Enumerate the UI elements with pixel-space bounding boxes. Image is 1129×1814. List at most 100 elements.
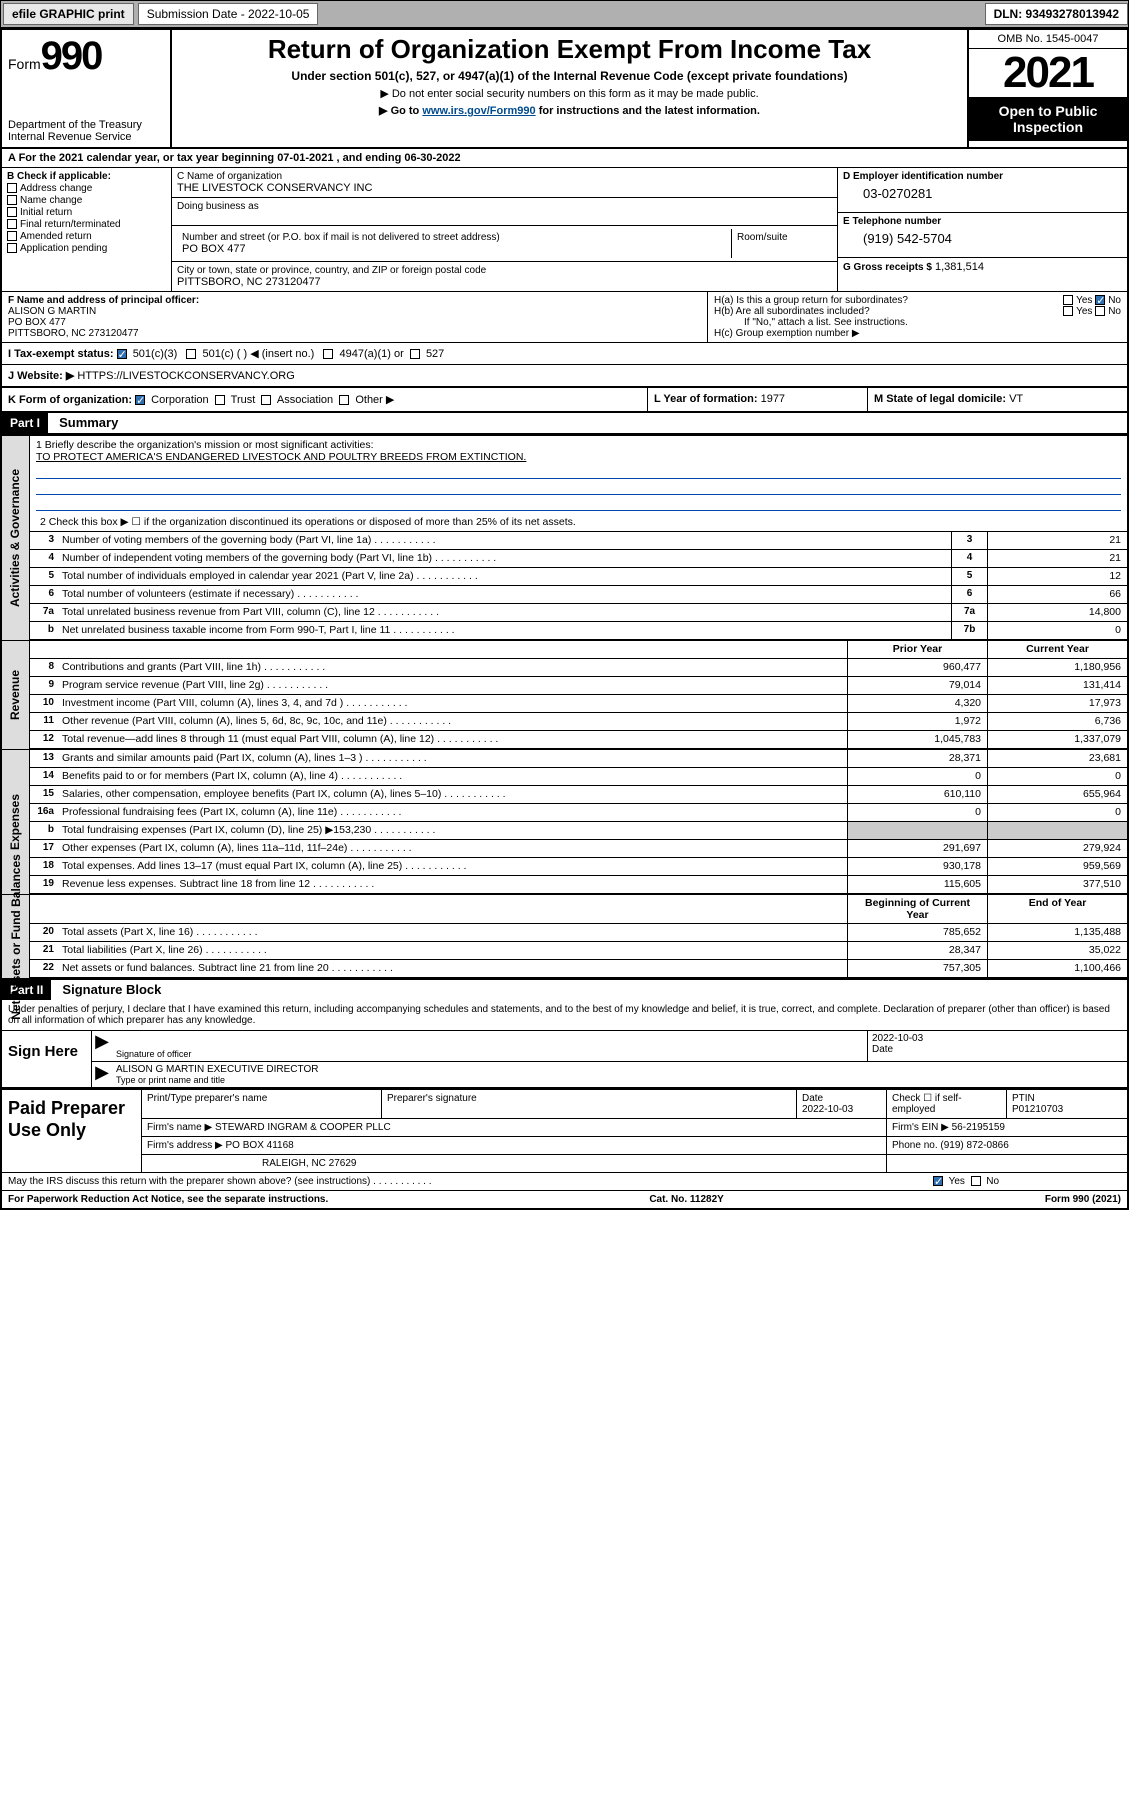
open-to-public: Open to Public Inspection	[969, 97, 1127, 141]
chk-4947[interactable]	[323, 349, 333, 359]
arrow-icon: ▶	[92, 1062, 112, 1087]
chk-other[interactable]	[339, 395, 349, 405]
table-row: 21Total liabilities (Part X, line 26)28,…	[30, 942, 1127, 960]
table-row: 6Total number of volunteers (estimate if…	[30, 586, 1127, 604]
org-name-label: C Name of organization	[177, 171, 832, 182]
street-label: Number and street (or P.O. box if mail i…	[182, 232, 726, 243]
discuss-with-preparer: May the IRS discuss this return with the…	[2, 1172, 1127, 1190]
city-label: City or town, state or province, country…	[177, 265, 832, 276]
chk-501c[interactable]	[186, 349, 196, 359]
table-row: 4Number of independent voting members of…	[30, 550, 1127, 568]
gross-receipts-label: G Gross receipts $	[843, 262, 932, 273]
table-row: 13Grants and similar amounts paid (Part …	[30, 750, 1127, 768]
table-row: 22Net assets or fund balances. Subtract …	[30, 960, 1127, 978]
submission-date: Submission Date - 2022-10-05	[138, 3, 319, 25]
chk-discuss-yes[interactable]	[933, 1176, 943, 1186]
part-2-header: Part II Signature Block	[2, 978, 1127, 1000]
sign-here-label: Sign Here	[2, 1031, 92, 1087]
arrow-icon: ▶	[92, 1031, 112, 1061]
table-row: 10Investment income (Part VIII, column (…	[30, 695, 1127, 713]
col-b-title: B Check if applicable:	[7, 171, 166, 182]
section-b-to-g: B Check if applicable: Address change Na…	[2, 168, 1127, 292]
chk-527[interactable]	[410, 349, 420, 359]
form-id-block: Form990 Department of the Treasury Inter…	[2, 30, 172, 147]
table-row: 20Total assets (Part X, line 16)785,6521…	[30, 924, 1127, 942]
revenue-section: Revenue Prior Year Current Year 8Contrib…	[2, 640, 1127, 749]
line-a-tax-year: A For the 2021 calendar year, or tax yea…	[2, 149, 1127, 168]
chk-initial-return[interactable]: Initial return	[7, 207, 166, 218]
table-row: 18Total expenses. Add lines 13–17 (must …	[30, 858, 1127, 876]
gross-receipts-value: 1,381,514	[935, 261, 984, 273]
table-row: 7aTotal unrelated business revenue from …	[30, 604, 1127, 622]
chk-amended-return[interactable]: Amended return	[7, 231, 166, 242]
table-row: 16aProfessional fundraising fees (Part I…	[30, 804, 1127, 822]
table-row: bNet unrelated business taxable income f…	[30, 622, 1127, 640]
signature-declaration: Under penalties of perjury, I declare th…	[2, 1000, 1127, 1031]
form-title-block: Return of Organization Exempt From Incom…	[172, 30, 967, 147]
chk-final-return[interactable]: Final return/terminated	[7, 219, 166, 230]
principal-officer: F Name and address of principal officer:…	[2, 292, 707, 342]
vlabel-netassets: Net Assets or Fund Balances	[2, 895, 30, 978]
chk-name-change[interactable]: Name change	[7, 195, 166, 206]
preparer-row-1: Print/Type preparer's name Preparer's si…	[142, 1090, 1127, 1119]
form-subtitle: Under section 501(c), 527, or 4947(a)(1)…	[180, 69, 959, 83]
table-row: 5Total number of individuals employed in…	[30, 568, 1127, 586]
col-b-checkboxes: B Check if applicable: Address change Na…	[2, 168, 172, 291]
form-number: 990	[41, 34, 102, 78]
chk-corporation[interactable]	[135, 395, 145, 405]
form-of-org: K Form of organization: Corporation Trus…	[2, 388, 647, 411]
table-row: 11Other revenue (Part VIII, column (A), …	[30, 713, 1127, 731]
form-header: Form990 Department of the Treasury Inter…	[2, 30, 1127, 149]
table-row: 3Number of voting members of the governi…	[30, 532, 1127, 550]
year-block: OMB No. 1545-0047 2021 Open to Public In…	[967, 30, 1127, 147]
efile-print-button[interactable]: efile GRAPHIC print	[3, 3, 134, 25]
officer-signature-field[interactable]: Signature of officer	[112, 1031, 867, 1061]
row-k-l-m: K Form of organization: Corporation Trus…	[2, 388, 1127, 413]
chk-association[interactable]	[261, 395, 271, 405]
preparer-row-2: Firm's name ▶ STEWARD INGRAM & COOPER PL…	[142, 1119, 1127, 1137]
top-toolbar: efile GRAPHIC print Submission Date - 20…	[0, 0, 1129, 28]
chk-trust[interactable]	[215, 395, 225, 405]
city-state-zip: PITTSBORO, NC 273120477	[177, 276, 832, 288]
preparer-row-3: Firm's address ▶ PO BOX 41168 Phone no. …	[142, 1137, 1127, 1155]
ein-label: D Employer identification number	[843, 171, 1122, 182]
irs-label: Internal Revenue Service	[8, 131, 164, 143]
group-return-block: H(a) Is this a group return for subordin…	[707, 292, 1127, 342]
officer-name-field: ALISON G MARTIN EXECUTIVE DIRECTOR Type …	[112, 1062, 1127, 1087]
table-row: 8Contributions and grants (Part VIII, li…	[30, 659, 1127, 677]
paid-preparer-block: Paid Preparer Use Only Print/Type prepar…	[2, 1088, 1127, 1172]
dln-label: DLN: 93493278013942	[985, 3, 1128, 25]
irs-link[interactable]: www.irs.gov/Form990	[422, 105, 535, 117]
table-row: 15Salaries, other compensation, employee…	[30, 786, 1127, 804]
form-label: Form	[8, 56, 41, 72]
chk-address-change[interactable]: Address change	[7, 183, 166, 194]
part-1-header: Part I Summary	[2, 413, 1127, 434]
table-row: 12Total revenue—add lines 8 through 11 (…	[30, 731, 1127, 749]
org-name: THE LIVESTOCK CONSERVANCY INC	[177, 182, 832, 194]
telephone-value: (919) 542-5704	[843, 227, 1122, 254]
chk-application-pending[interactable]: Application pending	[7, 243, 166, 254]
col-d-to-g: D Employer identification number 03-0270…	[837, 168, 1127, 291]
mission-text: TO PROTECT AMERICA'S ENDANGERED LIVESTOC…	[36, 451, 1121, 463]
sign-here-block: Sign Here ▶ Signature of officer 2022-10…	[2, 1031, 1127, 1088]
website-url: HTTPS://LIVESTOCKCONSERVANCY.ORG	[77, 370, 294, 382]
vlabel-revenue: Revenue	[2, 641, 30, 749]
dba-label: Doing business as	[177, 201, 832, 212]
table-row: 9Program service revenue (Part VIII, lin…	[30, 677, 1127, 695]
website-row: J Website: ▶ HTTPS://LIVESTOCKCONSERVANC…	[2, 365, 1127, 388]
expenses-section: Expenses 13Grants and similar amounts pa…	[2, 749, 1127, 894]
paid-preparer-label: Paid Preparer Use Only	[2, 1090, 142, 1172]
form-page-label: Form 990 (2021)	[1045, 1194, 1121, 1205]
year-formation: L Year of formation: 1977	[647, 388, 867, 411]
room-suite-label: Room/suite	[732, 229, 832, 258]
telephone-label: E Telephone number	[843, 216, 1122, 227]
line-2: 2 Check this box ▶ ☐ if the organization…	[30, 514, 1127, 532]
omb-number: OMB No. 1545-0047	[969, 30, 1127, 49]
page-footer: For Paperwork Reduction Act Notice, see …	[2, 1190, 1127, 1208]
netassets-col-headers: Beginning of Current Year End of Year	[30, 895, 1127, 924]
chk-discuss-no[interactable]	[971, 1176, 981, 1186]
col-headers: Prior Year Current Year	[30, 641, 1127, 659]
chk-501c3[interactable]	[117, 349, 127, 359]
signature-date: 2022-10-03 Date	[867, 1031, 1127, 1061]
table-row: 17Other expenses (Part IX, column (A), l…	[30, 840, 1127, 858]
